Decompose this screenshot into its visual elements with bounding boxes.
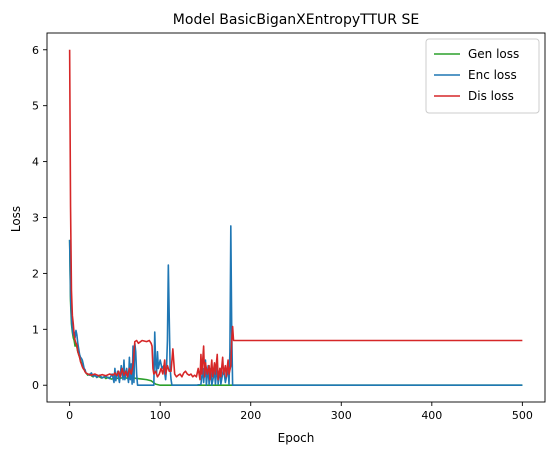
x-tick-label: 400 — [421, 409, 442, 422]
x-tick-label: 0 — [66, 409, 73, 422]
x-tick-label: 500 — [512, 409, 533, 422]
x-tick-label: 300 — [331, 409, 352, 422]
y-tick-label: 5 — [32, 100, 39, 113]
y-tick-label: 2 — [32, 267, 39, 280]
y-axis: 0 1 2 3 4 5 6 — [32, 44, 47, 392]
legend-label: Gen loss — [468, 47, 519, 61]
chart-title: Model BasicBiganXEntropyTTUR SE — [173, 12, 419, 28]
series-line-dis-loss — [68, 49, 523, 381]
y-tick-label: 3 — [32, 212, 39, 225]
legend-label: Dis loss — [468, 89, 514, 103]
y-tick-label: 4 — [32, 156, 39, 169]
y-tick-label: 6 — [32, 44, 39, 57]
x-tick-label: 100 — [150, 409, 171, 422]
series-layer — [68, 49, 523, 387]
x-axis: 0 100 200 300 400 500 — [66, 402, 533, 422]
y-tick-label: 1 — [32, 323, 39, 336]
x-tick-label: 200 — [240, 409, 261, 422]
plot-area: 0 100 200 300 400 500 0 1 2 3 4 5 6 — [32, 32, 546, 422]
y-axis-label: Loss — [9, 206, 23, 232]
legend-label: Enc loss — [468, 68, 517, 82]
y-tick-label: 0 — [32, 379, 39, 392]
x-axis-label: Epoch — [278, 431, 315, 445]
legend-box — [425, 38, 540, 114]
legend: Gen loss Enc loss Dis loss — [425, 38, 540, 114]
